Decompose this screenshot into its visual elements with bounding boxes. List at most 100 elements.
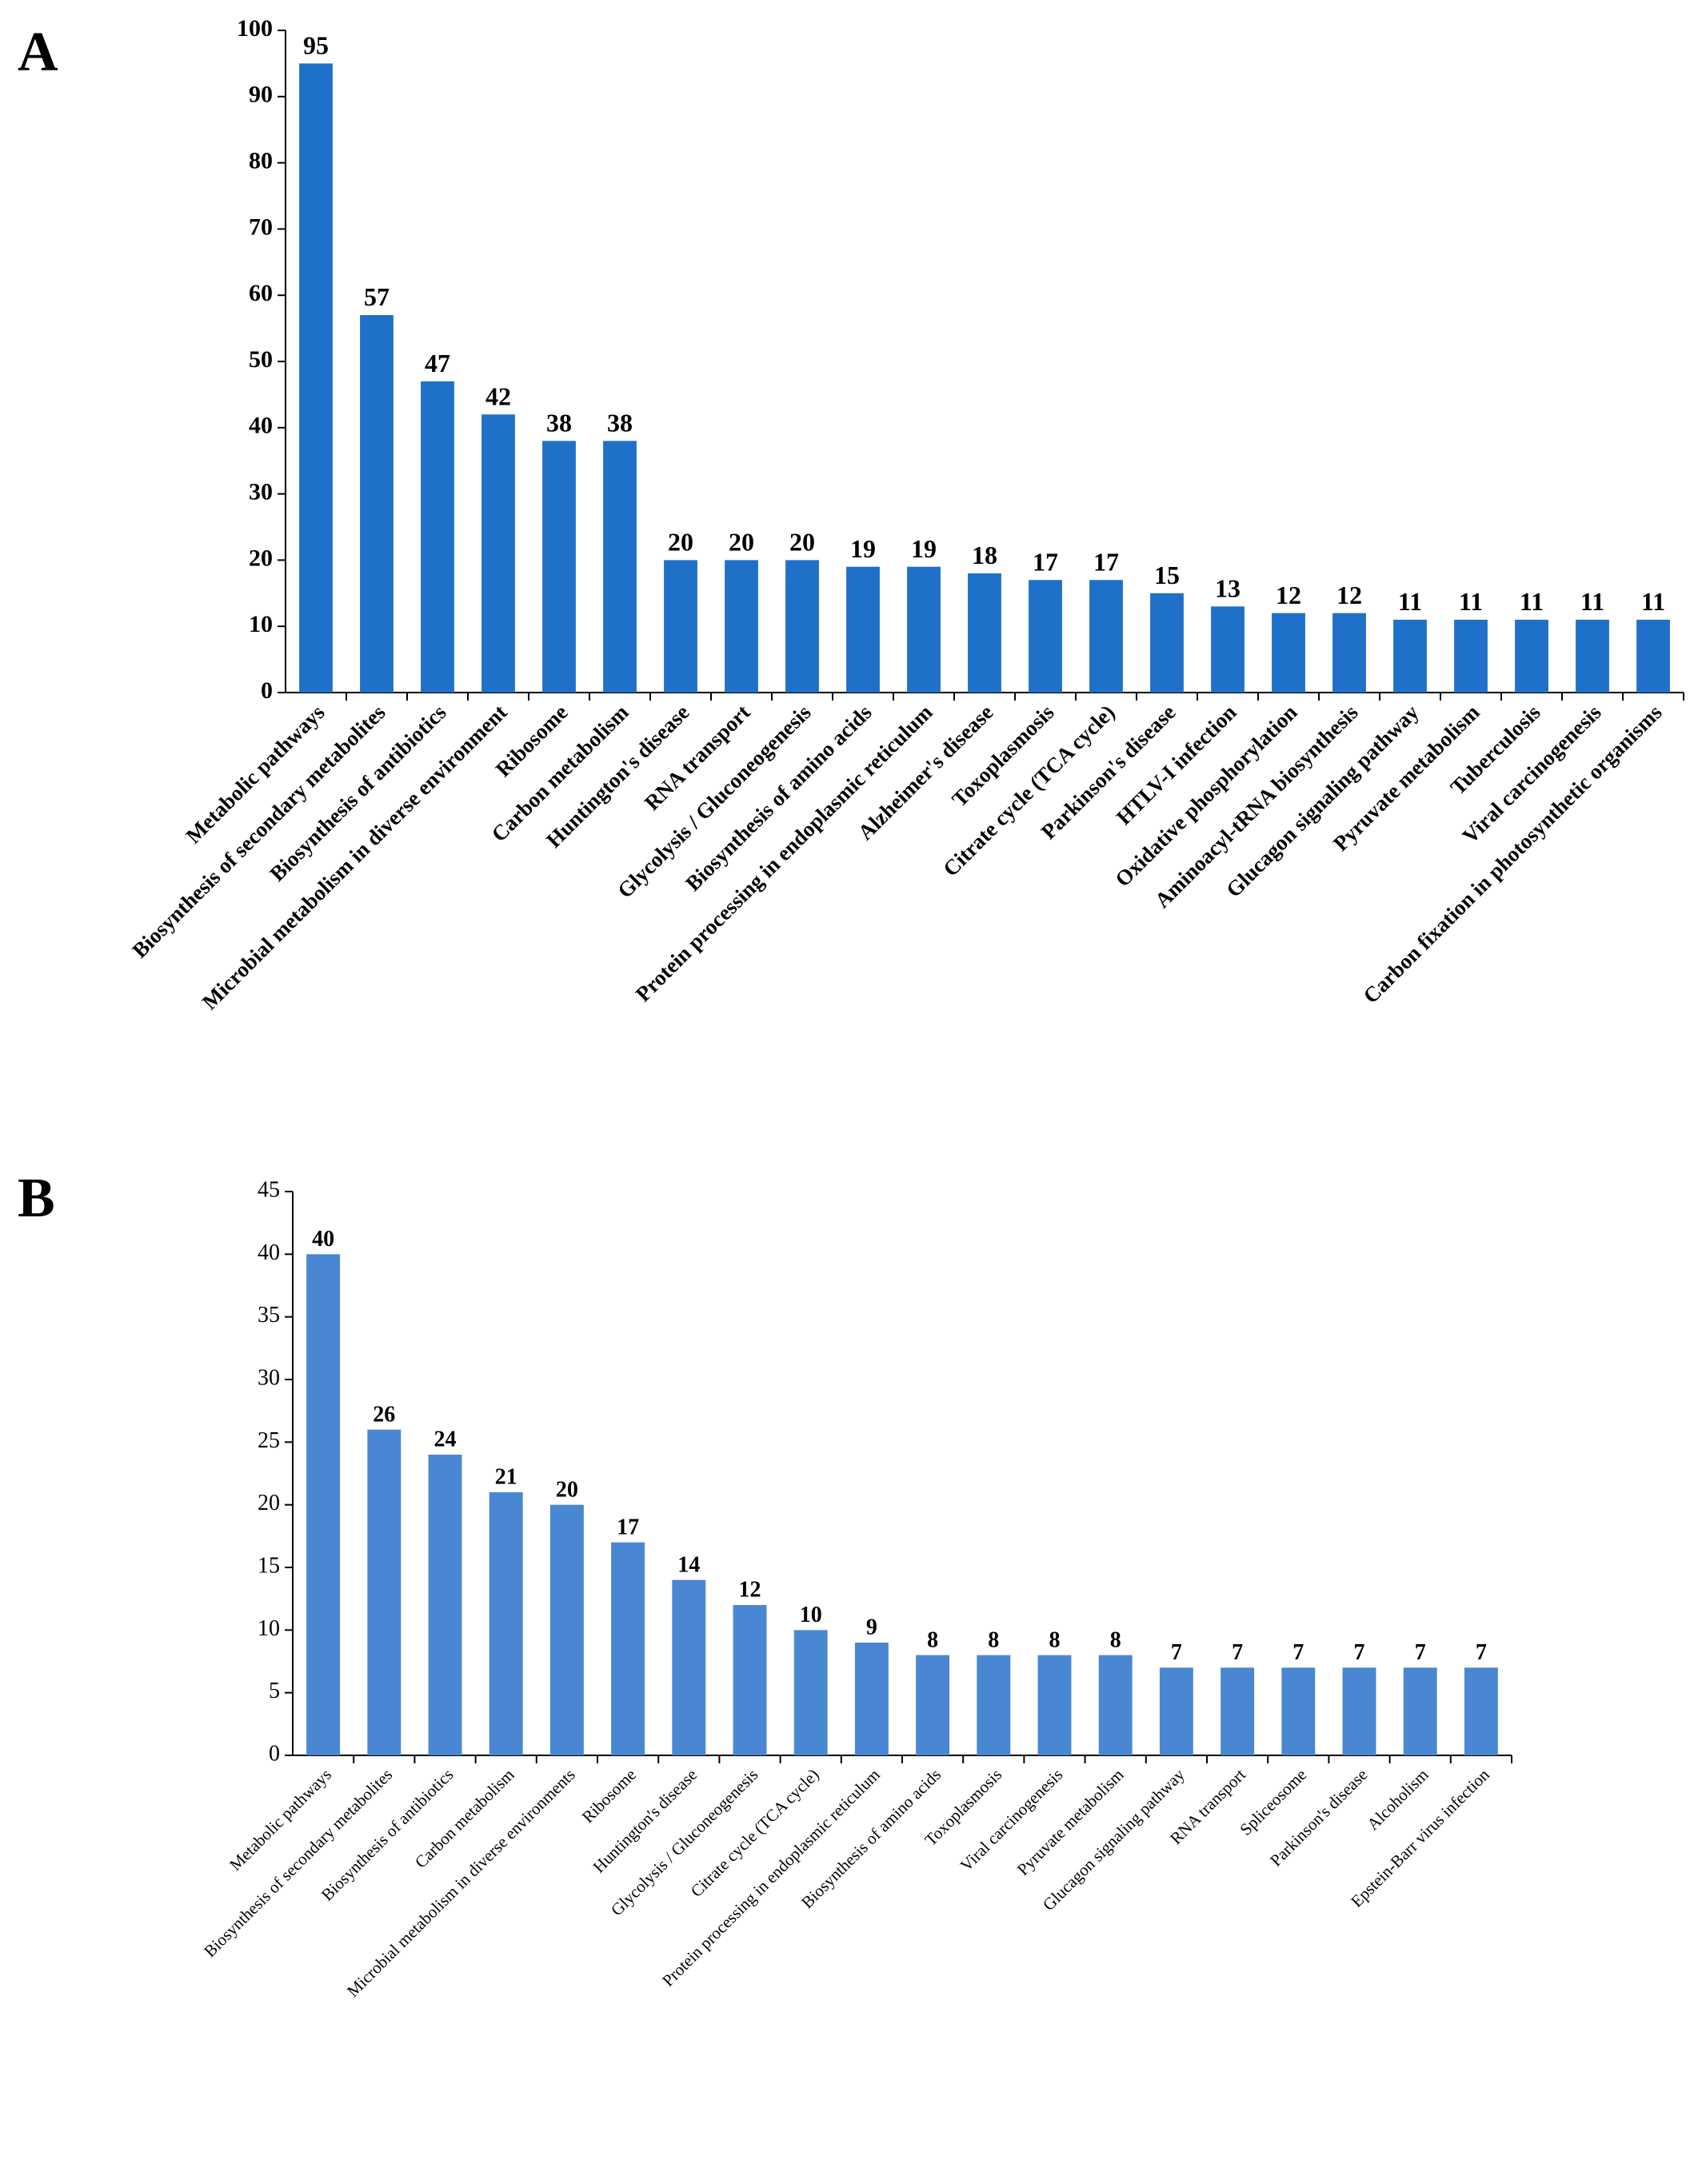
y-tick-label: 5 — [269, 1679, 280, 1703]
bar — [360, 315, 394, 693]
bar — [977, 1655, 1011, 1755]
y-tick-label: 70 — [249, 214, 273, 240]
y-tick-label: 45 — [258, 1177, 280, 1202]
value-label: 57 — [364, 282, 390, 311]
value-label: 8 — [988, 1627, 999, 1652]
value-label: 7 — [1171, 1640, 1182, 1665]
chart-panel: B 0 5 10 15 20 25 30 35 40 45 40 Metabolic pathways 2… — [18, 1168, 1512, 2001]
bar — [664, 560, 697, 693]
bar — [1150, 593, 1184, 693]
bar — [968, 573, 1001, 693]
bar — [1098, 1655, 1133, 1755]
x-tick-label: Pyruvate metabolism — [1013, 1765, 1128, 1879]
bar — [1393, 619, 1427, 693]
bar — [1211, 606, 1245, 693]
y-tick-label: 10 — [258, 1616, 280, 1641]
bar — [854, 1643, 889, 1755]
bar — [916, 1655, 950, 1755]
value-label: 18 — [972, 541, 997, 569]
bar — [1029, 580, 1062, 693]
value-label: 11 — [1459, 587, 1483, 616]
y-tick-label: 0 — [269, 1741, 280, 1766]
value-label: 11 — [1398, 587, 1422, 616]
y-tick-label: 20 — [258, 1491, 280, 1515]
value-label: 13 — [1215, 574, 1241, 603]
bar — [1221, 1667, 1255, 1755]
bar — [1089, 580, 1123, 693]
value-label: 21 — [495, 1465, 517, 1490]
bar — [1281, 1667, 1316, 1755]
bar — [846, 566, 880, 693]
value-label: 47 — [425, 349, 450, 377]
bar — [306, 1254, 341, 1755]
value-label: 10 — [800, 1603, 822, 1627]
bar — [299, 63, 333, 693]
bar — [428, 1455, 462, 1755]
value-label: 8 — [1110, 1627, 1121, 1652]
x-tick-label: Ribosome — [578, 1765, 640, 1827]
value-label: 15 — [1154, 561, 1180, 589]
value-label: 11 — [1641, 587, 1665, 616]
bar — [1403, 1667, 1437, 1755]
value-label: 20 — [556, 1477, 578, 1502]
bar — [1576, 619, 1609, 693]
value-label: 20 — [729, 528, 754, 557]
y-tick-label: 60 — [249, 280, 273, 306]
y-tick-label: 20 — [249, 545, 273, 571]
bar — [1332, 613, 1366, 693]
y-tick-label: 30 — [258, 1365, 280, 1390]
value-label: 19 — [850, 534, 876, 563]
bar — [481, 414, 515, 693]
bar — [1342, 1667, 1376, 1755]
bar — [907, 566, 941, 693]
x-tick-label: RNA transport — [640, 700, 755, 815]
value-label: 19 — [911, 534, 937, 563]
value-label: 95 — [303, 31, 329, 60]
bar — [1636, 619, 1670, 693]
value-label: 17 — [1093, 547, 1119, 576]
bar — [603, 441, 637, 693]
bar — [725, 560, 758, 693]
value-label: 7 — [1292, 1640, 1304, 1665]
panel-label: A — [18, 22, 58, 83]
y-tick-label: 40 — [249, 413, 273, 439]
value-label: 17 — [1033, 547, 1058, 576]
value-label: 7 — [1232, 1640, 1243, 1665]
y-tick-label: 30 — [249, 478, 273, 505]
value-label: 7 — [1415, 1640, 1426, 1665]
value-label: 9 — [866, 1615, 877, 1640]
value-label: 7 — [1354, 1640, 1365, 1665]
y-tick-label: 10 — [249, 611, 273, 637]
value-label: 8 — [1049, 1627, 1061, 1652]
x-tick-label: Microbial metabolism in diverse environm… — [343, 1765, 579, 2001]
bar — [1037, 1655, 1072, 1755]
x-tick-label: Metabolic pathways — [226, 1765, 335, 1875]
bar — [489, 1492, 523, 1755]
bar — [1159, 1667, 1193, 1755]
bar — [421, 381, 454, 693]
y-tick-label: 100 — [237, 15, 273, 42]
x-tick-label: Protein processing in endoplasmic reticu… — [658, 1765, 884, 1990]
value-label: 17 — [617, 1515, 639, 1539]
bar — [549, 1504, 584, 1755]
x-tick-label: Viral carcinogenesis — [957, 1765, 1067, 1875]
value-label: 12 — [1336, 581, 1362, 609]
value-label: 20 — [789, 528, 815, 557]
panel-label: B — [18, 1168, 55, 1229]
value-label: 40 — [312, 1227, 334, 1252]
value-label: 11 — [1580, 587, 1604, 616]
bar — [1454, 619, 1488, 693]
bar — [672, 1579, 706, 1755]
bar — [1464, 1667, 1498, 1755]
value-label: 7 — [1476, 1640, 1487, 1665]
value-label: 11 — [1520, 587, 1544, 616]
y-tick-label: 90 — [249, 82, 273, 108]
value-label: 20 — [668, 528, 693, 557]
value-label: 26 — [373, 1402, 395, 1427]
y-tick-label: 15 — [258, 1553, 280, 1578]
value-label: 12 — [1276, 581, 1301, 609]
value-label: 24 — [434, 1427, 457, 1452]
y-tick-label: 35 — [258, 1303, 280, 1328]
